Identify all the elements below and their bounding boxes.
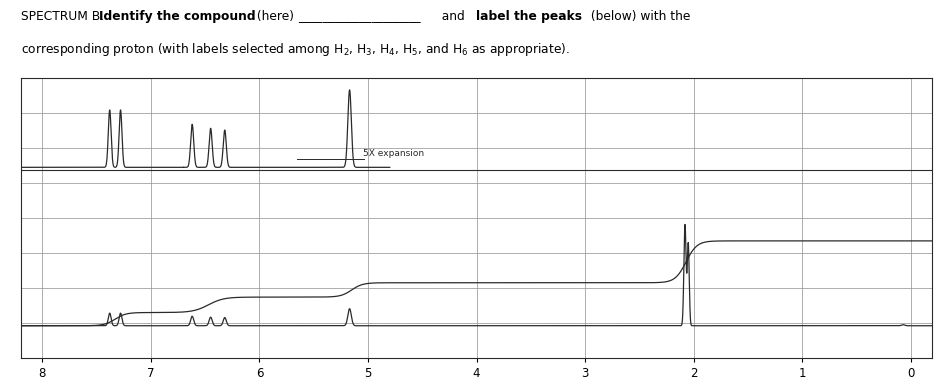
Text: Identify the compound: Identify the compound [99, 10, 256, 23]
Text: (here): (here) [253, 10, 298, 23]
Text: ____________________: ____________________ [298, 10, 420, 23]
Text: and: and [434, 10, 473, 23]
Text: corresponding proton (with labels selected among H$_2$, H$_3$, H$_4$, H$_5$, and: corresponding proton (with labels select… [21, 41, 570, 58]
Text: label the peaks: label the peaks [476, 10, 582, 23]
Text: SPECTRUM B.: SPECTRUM B. [21, 10, 108, 23]
Text: (below) with the: (below) with the [587, 10, 690, 23]
Text: 5X expansion: 5X expansion [363, 149, 424, 158]
